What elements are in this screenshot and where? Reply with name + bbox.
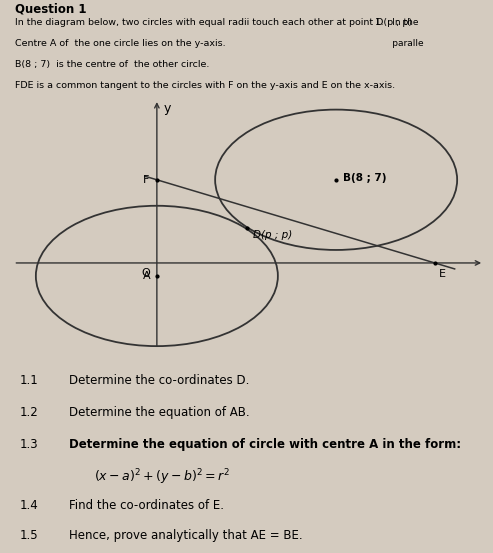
Text: A: A — [142, 271, 150, 281]
Text: 1.2: 1.2 — [20, 406, 38, 419]
Text: B(8 ; 7): B(8 ; 7) — [343, 174, 387, 184]
Text: FDE is a common tangent to the circles with F on the y-axis and E on the x-axis.: FDE is a common tangent to the circles w… — [15, 81, 395, 90]
Text: 1.1: 1.1 — [20, 374, 38, 387]
Text: $(x-a)^2+(y-b)^2=r^2$: $(x-a)^2+(y-b)^2=r^2$ — [94, 467, 229, 487]
Text: Hence, prove analytically that AE = BE.: Hence, prove analytically that AE = BE. — [69, 529, 303, 542]
Text: 1.3: 1.3 — [20, 437, 38, 451]
Text: O: O — [141, 268, 150, 278]
Text: 1.5: 1.5 — [20, 529, 38, 542]
Text: E: E — [439, 269, 446, 279]
Text: y: y — [164, 102, 171, 115]
Text: paralle: paralle — [375, 39, 423, 48]
Text: 1.4: 1.4 — [20, 499, 38, 512]
Text: Question 1: Question 1 — [15, 3, 86, 16]
Text: D(p ; p): D(p ; p) — [253, 231, 292, 241]
Text: Find the co-ordinates of E.: Find the co-ordinates of E. — [69, 499, 224, 512]
Text: Centre A of  the one circle lies on the y-axis.: Centre A of the one circle lies on the y… — [15, 39, 225, 48]
Text: Determine the co-ordinates D.: Determine the co-ordinates D. — [69, 374, 249, 387]
Text: Determine the equation of circle with centre A in the form:: Determine the equation of circle with ce… — [69, 437, 461, 451]
Text: F: F — [142, 175, 149, 185]
Text: In the diagram below, two circles with equal radii touch each other at point D(p: In the diagram below, two circles with e… — [15, 18, 412, 27]
Text: B(8 ; 7)  is the centre of  the other circle.: B(8 ; 7) is the centre of the other circ… — [15, 60, 209, 69]
Text: Determine the equation of AB.: Determine the equation of AB. — [69, 406, 249, 419]
Text: 1.   In the: 1. In the — [375, 18, 418, 27]
